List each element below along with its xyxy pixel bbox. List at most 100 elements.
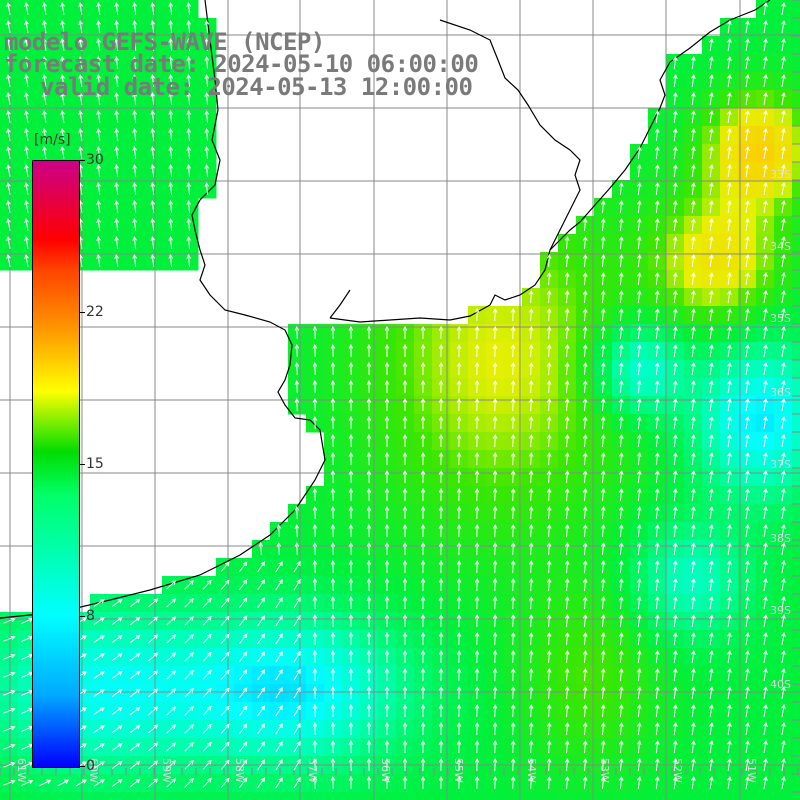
wind-arrow	[745, 776, 750, 790]
wind-arrow	[293, 560, 301, 573]
wind-arrow	[492, 649, 498, 664]
wind-arrow	[618, 685, 624, 700]
wind-arrow	[78, 128, 83, 142]
wind-arrow	[582, 433, 588, 448]
wind-arrow	[582, 307, 588, 322]
wind-arrow	[348, 397, 354, 412]
wind-speed-cell	[792, 18, 800, 37]
wind-arrow	[546, 487, 552, 502]
wind-arrow	[438, 775, 444, 790]
wind-arrow	[672, 650, 678, 664]
wind-arrow	[312, 415, 318, 430]
wind-arrow	[111, 616, 123, 625]
wind-arrow	[618, 577, 624, 592]
wind-arrow	[709, 254, 714, 268]
wind-speed-cell	[162, 792, 181, 800]
wind-arrow	[168, 253, 174, 268]
wind-arrow	[384, 739, 390, 754]
wind-arrow	[312, 325, 318, 340]
wind-arrow	[330, 469, 336, 484]
wind-arrow	[582, 217, 588, 232]
wind-arrow	[564, 487, 570, 502]
wind-arrow	[3, 653, 16, 660]
wind-arrow	[293, 596, 301, 609]
wind-arrow	[763, 20, 768, 34]
wind-arrow	[474, 559, 480, 574]
wind-arrow	[600, 199, 606, 214]
wind-arrow	[312, 379, 318, 394]
wind-arrow	[510, 577, 516, 592]
wind-arrow	[438, 433, 444, 448]
wind-arrow	[528, 361, 534, 376]
wind-arrow	[366, 595, 372, 610]
wind-arrow	[3, 725, 16, 732]
wind-arrow	[709, 290, 714, 304]
wind-arrow	[330, 505, 336, 520]
wind-arrow	[636, 361, 642, 376]
wind-arrow	[492, 325, 498, 340]
wind-arrow	[402, 721, 408, 736]
wind-arrow	[727, 38, 732, 52]
wind-arrow	[96, 74, 101, 88]
wind-arrow	[93, 617, 105, 625]
wind-arrow	[132, 128, 138, 142]
wind-arrow	[184, 598, 194, 608]
wind-arrow	[546, 559, 552, 574]
wind-arrow	[528, 433, 534, 448]
wind-arrow	[582, 397, 588, 412]
wind-arrow	[691, 218, 696, 232]
wind-arrow	[420, 505, 426, 520]
wind-arrow	[275, 597, 283, 609]
wind-arrow	[781, 74, 786, 87]
wind-arrow	[60, 56, 65, 70]
wind-arrow	[129, 760, 141, 770]
wind-arrow	[60, 128, 65, 142]
wind-speed-cell	[792, 198, 800, 217]
wind-arrow	[293, 758, 301, 771]
wind-arrow	[6, 164, 11, 177]
wind-arrow	[492, 613, 498, 628]
wind-arrow	[727, 344, 732, 358]
wind-arrow	[257, 615, 266, 627]
wind-speed-cell	[792, 252, 800, 271]
wind-arrow	[93, 653, 105, 661]
wind-arrow	[6, 146, 11, 159]
wind-arrow	[528, 415, 534, 430]
wind-arrow	[6, 92, 11, 105]
wind-arrow	[492, 307, 498, 322]
wind-arrow	[618, 505, 624, 520]
wind-speed-cell	[108, 792, 127, 800]
wind-arrow	[763, 2, 768, 16]
wind-arrow	[763, 74, 768, 88]
wind-arrow	[510, 505, 516, 520]
wind-arrow	[3, 743, 16, 750]
wind-arrow	[691, 236, 696, 250]
wind-arrow	[168, 19, 174, 34]
wind-arrow	[763, 650, 768, 664]
wind-arrow	[618, 433, 624, 448]
wind-arrow	[763, 758, 768, 772]
wind-arrow	[492, 559, 498, 574]
wind-arrow	[618, 523, 624, 538]
wind-arrow	[474, 433, 480, 448]
wind-arrow	[654, 704, 660, 718]
wind-arrow	[456, 595, 462, 610]
wind-arrow	[636, 595, 642, 610]
wind-arrow	[636, 703, 642, 718]
wind-arrow	[636, 181, 642, 196]
wind-arrow	[111, 652, 123, 661]
wind-arrow	[330, 379, 336, 394]
wind-arrow	[727, 20, 732, 34]
wind-arrow	[763, 776, 768, 790]
wind-arrow	[438, 415, 444, 430]
wind-arrow	[781, 524, 786, 537]
wind-arrow	[474, 343, 480, 358]
wind-arrow	[276, 541, 282, 556]
wind-arrow	[763, 506, 768, 520]
wind-arrow	[510, 667, 516, 682]
wind-arrow	[492, 469, 498, 484]
wind-arrow	[763, 344, 768, 358]
wind-arrow	[6, 218, 11, 231]
wind-arrow	[438, 757, 444, 772]
wind-arrow	[238, 579, 248, 591]
